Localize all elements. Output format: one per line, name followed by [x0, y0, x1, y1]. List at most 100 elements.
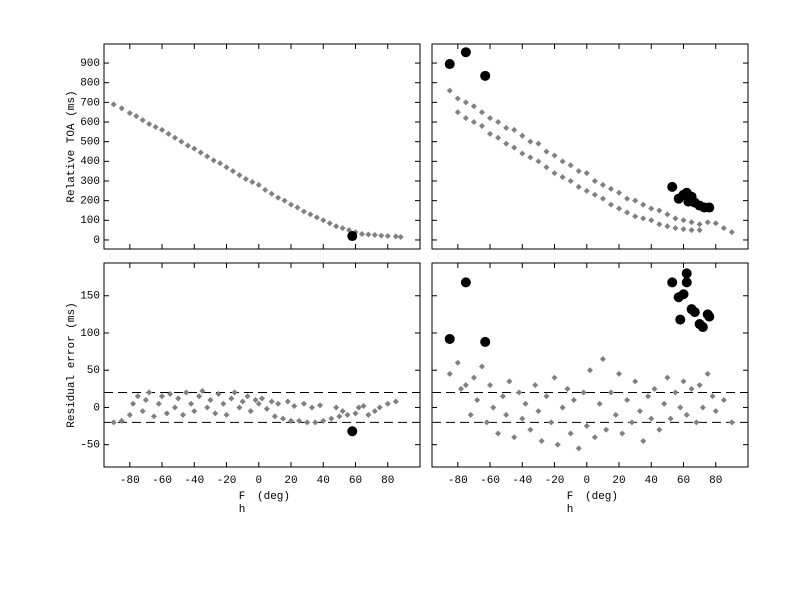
- data-point: [197, 149, 204, 156]
- data-point: [628, 419, 635, 426]
- data-point: [607, 201, 614, 208]
- data-point: [294, 204, 301, 211]
- data-point: [645, 393, 652, 400]
- data-point: [511, 434, 518, 441]
- data-point: [519, 415, 526, 422]
- data-point: [487, 130, 494, 137]
- data-point: [624, 195, 631, 202]
- data-point: [159, 126, 166, 133]
- data-point: [239, 398, 246, 405]
- data-point: [454, 359, 461, 366]
- data-point: [651, 385, 658, 392]
- data-point: [279, 415, 286, 422]
- data-point: [462, 99, 469, 106]
- plot-frame: [431, 262, 749, 468]
- data-point: [503, 124, 510, 131]
- data-point: [159, 393, 166, 400]
- data-point: [171, 404, 178, 411]
- x-tick-label: 20: [284, 475, 297, 487]
- x-axis-label-subscript: h: [239, 504, 246, 516]
- data-point: [155, 400, 162, 407]
- data-point: [559, 174, 566, 181]
- data-point: [291, 402, 298, 409]
- data-point: [506, 378, 513, 385]
- data-point: [217, 160, 224, 167]
- data-point: [247, 408, 254, 415]
- data-point: [591, 191, 598, 198]
- y-tick-label: 900: [80, 58, 100, 70]
- data-point: [133, 113, 140, 120]
- data-point: [281, 197, 288, 204]
- data-point: [683, 411, 690, 418]
- data-point: [146, 389, 153, 396]
- data-point: [680, 226, 687, 233]
- data-point: [110, 101, 117, 108]
- plot-frame: [431, 43, 749, 250]
- data-point: [543, 148, 550, 155]
- data-point: [559, 158, 566, 165]
- data-point: [458, 385, 465, 392]
- x-tick-label: 40: [317, 475, 330, 487]
- data-point: [599, 195, 606, 202]
- data-point: [470, 103, 477, 110]
- data-point: [680, 378, 687, 385]
- y-tick-label: 500: [80, 137, 100, 149]
- data-point: [255, 181, 262, 188]
- data-point: [503, 140, 510, 147]
- data-point: [392, 233, 399, 240]
- data-point: [304, 419, 311, 426]
- y-tick-label: 0: [93, 235, 100, 247]
- data-point: [188, 400, 195, 407]
- data-point: [607, 389, 614, 396]
- data-point: [384, 400, 391, 407]
- x-tick-label: 80: [381, 475, 394, 487]
- data-point: [490, 404, 497, 411]
- data-point: [175, 395, 182, 402]
- data-point: [355, 404, 362, 411]
- data-point: [616, 205, 623, 212]
- data-point: [478, 363, 485, 370]
- data-point: [392, 398, 399, 405]
- outlier-point: [678, 289, 689, 300]
- data-point: [139, 117, 146, 124]
- data-point: [527, 426, 534, 433]
- data-point: [720, 396, 727, 403]
- data-point: [640, 437, 647, 444]
- outlier-point: [667, 181, 678, 192]
- data-point: [672, 225, 679, 232]
- data-point: [288, 201, 295, 208]
- data-point: [591, 177, 598, 184]
- outlier-point: [681, 268, 692, 279]
- x-tick-label: -80: [448, 475, 468, 487]
- data-point: [462, 382, 469, 389]
- data-point: [360, 402, 367, 409]
- outlier-point: [460, 47, 471, 58]
- data-point: [487, 382, 494, 389]
- data-point: [339, 408, 346, 415]
- data-point: [152, 123, 159, 130]
- outlier-point: [675, 314, 686, 325]
- data-point: [511, 144, 518, 151]
- data-point: [567, 430, 574, 437]
- data-point: [599, 356, 606, 363]
- data-point: [532, 382, 539, 389]
- data-point: [333, 223, 340, 230]
- data-point: [317, 402, 324, 409]
- data-point: [728, 419, 735, 426]
- data-point: [204, 153, 211, 160]
- data-point: [696, 227, 703, 234]
- data-point: [191, 145, 198, 152]
- y-axis-label: Relative TOA (ms): [66, 90, 78, 202]
- data-point: [320, 217, 327, 224]
- data-point: [575, 445, 582, 452]
- data-point: [336, 413, 343, 420]
- data-point: [320, 417, 327, 424]
- data-point: [543, 393, 550, 400]
- data-point: [171, 134, 178, 141]
- plot-frame: [103, 43, 421, 250]
- x-tick-label: 40: [645, 475, 658, 487]
- data-point: [110, 419, 117, 426]
- data-point: [661, 400, 668, 407]
- x-axis-label: F: [239, 491, 246, 503]
- y-tick-label: 400: [80, 156, 100, 168]
